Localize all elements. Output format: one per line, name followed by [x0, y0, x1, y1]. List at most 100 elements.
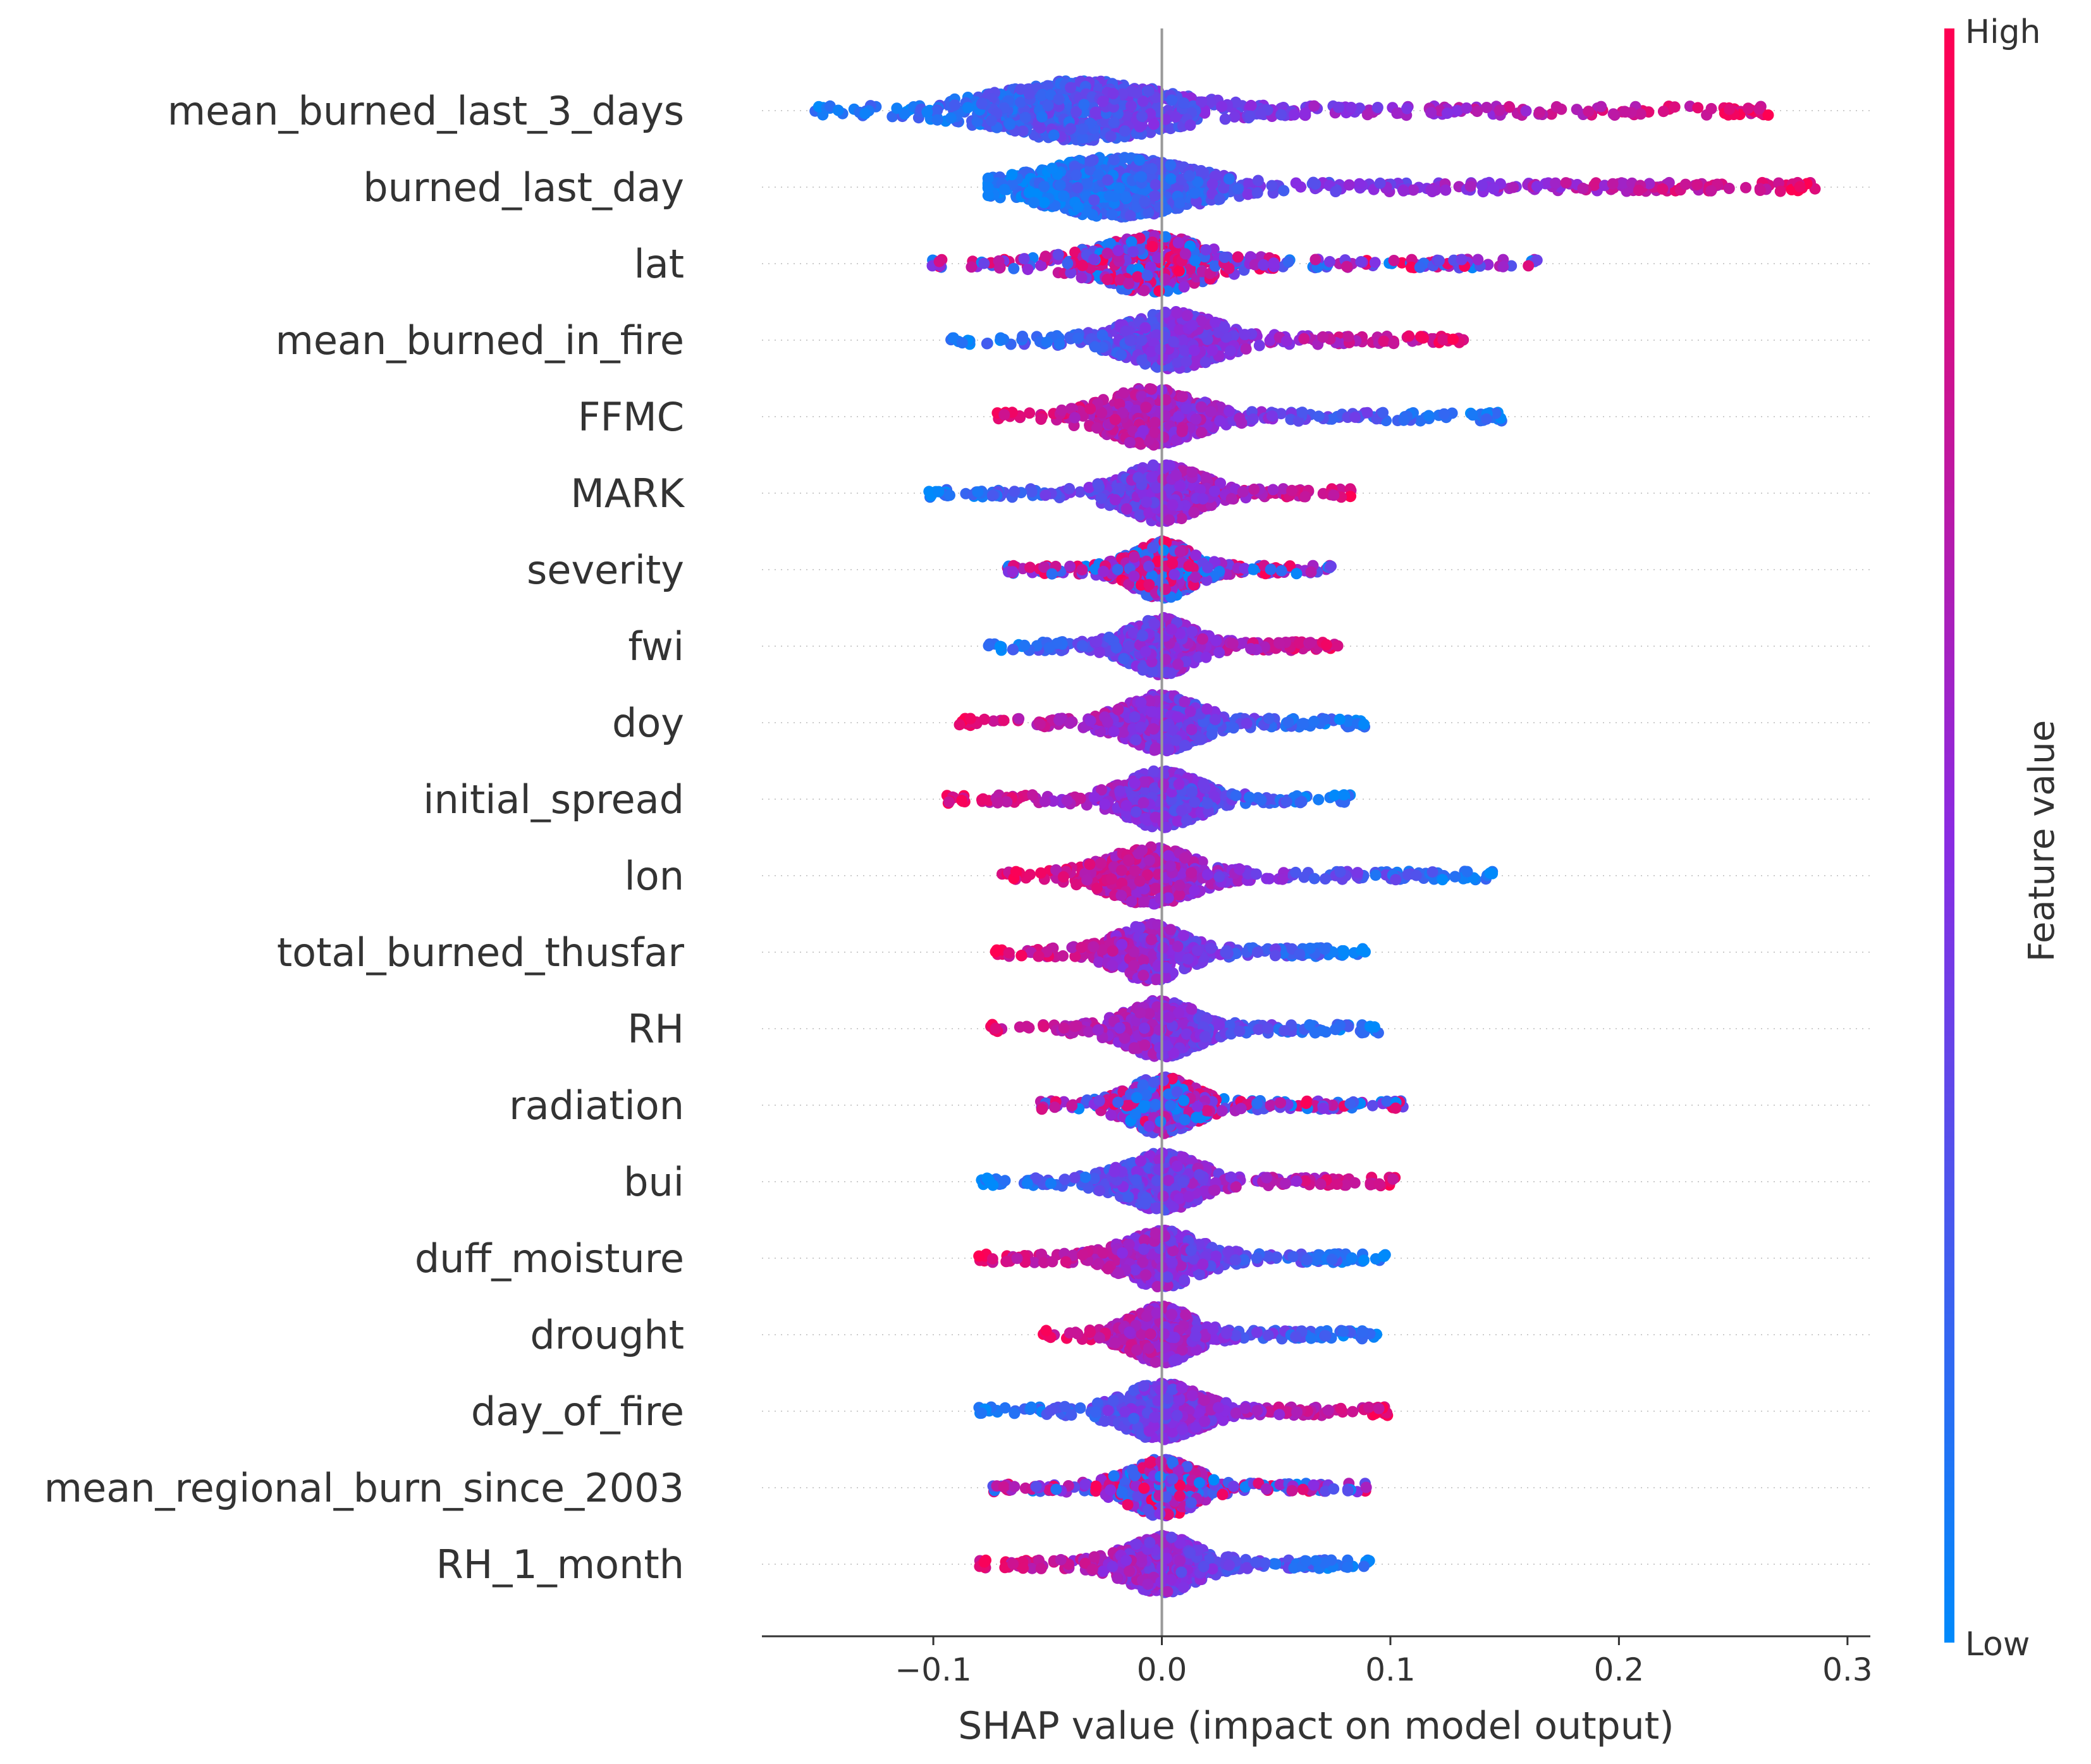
shap-point	[1273, 637, 1285, 649]
shap-point	[1125, 236, 1137, 248]
shap-point	[1089, 106, 1101, 118]
shap-point	[1258, 259, 1270, 271]
shap-point	[1218, 321, 1230, 333]
shap-point	[921, 106, 933, 118]
shap-point	[1197, 167, 1209, 178]
shap-point	[1218, 182, 1229, 194]
shap-point	[1072, 333, 1084, 345]
shap-point	[1101, 247, 1113, 259]
shap-point	[1244, 110, 1256, 122]
shap-point	[1349, 411, 1361, 423]
shap-point	[1388, 338, 1400, 350]
shap-point	[1275, 565, 1287, 577]
shap-point	[1433, 255, 1445, 267]
shap-point	[983, 640, 995, 652]
shap-point	[993, 262, 1005, 274]
shap-point	[1138, 195, 1150, 207]
shap-point	[1523, 260, 1535, 272]
shap-point	[1117, 387, 1129, 399]
shap-point	[832, 104, 844, 116]
shap-point	[1242, 188, 1254, 200]
feature-swarm	[983, 612, 1344, 680]
shap-point	[1762, 109, 1774, 121]
shap-point	[1128, 570, 1140, 582]
shap-point	[1146, 241, 1158, 252]
shap-point	[1046, 568, 1058, 580]
shap-point	[1252, 175, 1264, 187]
shap-point	[1124, 209, 1136, 221]
shap-point	[1425, 184, 1437, 196]
shap-point	[1425, 107, 1437, 119]
shap-point	[1266, 180, 1278, 192]
shap-point	[1008, 262, 1020, 274]
shap-point	[1206, 345, 1218, 357]
shap-point	[1245, 643, 1257, 655]
shap-point	[1163, 514, 1175, 526]
shap-point	[1170, 469, 1182, 481]
shap-point	[1136, 334, 1148, 346]
shap-point	[1176, 426, 1188, 438]
shap-point	[1317, 331, 1329, 343]
shap-point	[1046, 162, 1058, 175]
shap-point	[1143, 579, 1155, 591]
shap-point	[1275, 109, 1287, 121]
shap-point	[1205, 406, 1217, 417]
shap-point	[1179, 248, 1191, 260]
shap-point	[1237, 486, 1249, 498]
shap-point	[1299, 491, 1311, 503]
shap-point	[1115, 349, 1127, 361]
shap-point	[1407, 184, 1420, 196]
shap-point	[1091, 635, 1103, 647]
shap-point	[1136, 111, 1148, 123]
shap-point	[1189, 571, 1201, 583]
shap-point	[1213, 647, 1225, 659]
shap-point	[1120, 503, 1132, 515]
shap-point	[1550, 177, 1562, 189]
shap-point	[1018, 253, 1030, 265]
shap-point	[1371, 102, 1383, 113]
shap-point	[1019, 112, 1031, 123]
shap-point	[1078, 99, 1090, 111]
shap-point	[1076, 272, 1088, 284]
shap-point	[1007, 644, 1019, 656]
shap-point	[1151, 482, 1162, 494]
shap-point	[1077, 123, 1089, 135]
shap-point	[1124, 437, 1136, 448]
shap-point	[1200, 472, 1212, 484]
shap-point	[1340, 260, 1352, 273]
shap-point	[1134, 154, 1145, 166]
shap-point	[1268, 257, 1280, 269]
shap-point	[1039, 250, 1052, 262]
shap-point	[1081, 178, 1093, 190]
shap-point	[1227, 638, 1239, 650]
shap-point	[1333, 101, 1344, 113]
shap-point	[1100, 116, 1112, 128]
shap-point	[1577, 182, 1589, 194]
shap-point	[1167, 336, 1179, 348]
shap-point	[1098, 565, 1110, 577]
shap-point	[981, 338, 993, 350]
shap-point	[1147, 665, 1158, 677]
shap-point	[1168, 568, 1180, 580]
shap-point	[1109, 413, 1121, 426]
shap-point	[1189, 187, 1201, 199]
shap-point	[1108, 154, 1120, 166]
shap-point	[1069, 412, 1081, 424]
shap-point	[1139, 322, 1151, 334]
shap-point	[982, 172, 994, 184]
shap-point	[1072, 201, 1084, 213]
shap-point	[1740, 181, 1751, 193]
shap-point	[1146, 471, 1158, 483]
shap-point	[1108, 116, 1120, 128]
shap-point	[1505, 260, 1518, 272]
feature-swarm	[926, 229, 1543, 298]
shap-point	[1286, 484, 1298, 496]
shap-point	[1174, 546, 1186, 558]
shap-point	[1481, 413, 1492, 425]
shap-point	[1669, 101, 1681, 113]
shap-point	[1742, 102, 1754, 114]
shap-point	[1189, 255, 1201, 267]
shap-point	[1206, 178, 1218, 190]
feature-swarm	[923, 459, 1357, 527]
shap-point	[1313, 410, 1325, 422]
